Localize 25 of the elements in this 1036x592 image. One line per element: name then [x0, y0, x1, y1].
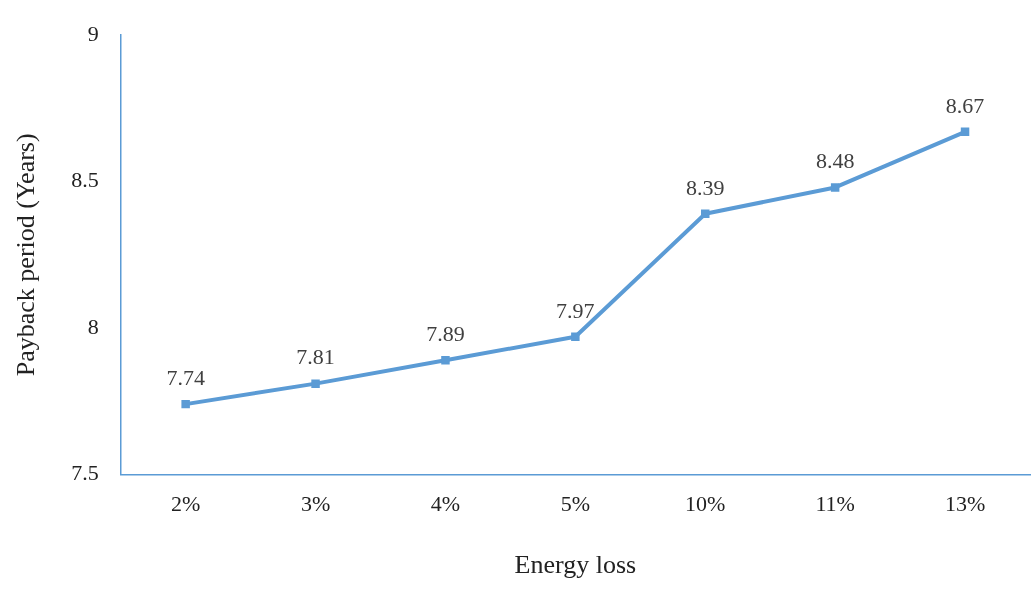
data-label: 7.74 — [166, 364, 205, 390]
data-label: 7.89 — [426, 320, 465, 346]
data-label: 8.48 — [815, 148, 855, 174]
y-tick-label: 8.5 — [71, 167, 99, 193]
x-tick-label: 4% — [430, 491, 461, 517]
x-tick-label: 2% — [170, 491, 201, 517]
x-tick-label: 10% — [685, 491, 726, 517]
y-tick-label: 9 — [87, 20, 99, 46]
x-tick-label: 13% — [944, 491, 986, 517]
y-tick-label: 8 — [87, 313, 99, 339]
data-label: 7.97 — [556, 297, 595, 323]
point — [571, 332, 580, 342]
point — [830, 183, 840, 192]
point — [181, 399, 190, 409]
y-tick-label: 7.5 — [71, 460, 99, 486]
x-tick-label: 3% — [300, 491, 331, 517]
data-label: 8.39 — [686, 174, 725, 200]
point — [311, 379, 320, 388]
data-label: 7.81 — [296, 344, 335, 370]
x-axis-title: Energy loss — [514, 550, 637, 580]
x-tick-label: 11% — [815, 491, 855, 517]
point — [441, 355, 450, 365]
data-label: 8.67 — [945, 92, 985, 118]
x-tick-label: 5% — [560, 491, 591, 517]
y-axis-title: Payback period (Years) — [11, 133, 41, 377]
